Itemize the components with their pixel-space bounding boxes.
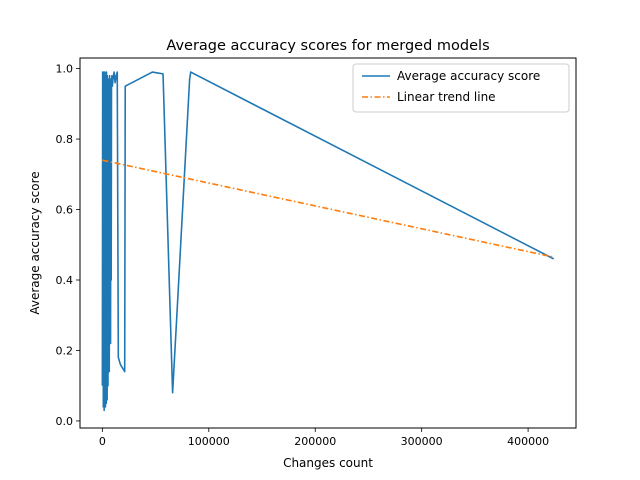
legend-box xyxy=(352,63,570,113)
series-line-1 xyxy=(102,159,554,258)
axis-ticks: 0 100000 200000 300000 400000 0.0 0.2 0.4 0.6 0.8… xyxy=(56,63,550,448)
x-tick-label: 100000 xyxy=(188,435,230,448)
legend-label-linear-trend: Linear trend line xyxy=(397,90,496,104)
y-tick-label: 1.0 xyxy=(56,63,74,76)
x-tick-label: 200000 xyxy=(294,435,336,448)
series-line-0 xyxy=(101,71,555,412)
y-tick-label: 0.8 xyxy=(56,133,74,146)
y-tick-label: 0.4 xyxy=(56,274,74,287)
y-axis-label: Average accuracy score xyxy=(28,171,42,314)
legend: Average accuracy score Linear trend line xyxy=(352,63,570,113)
legend-label-average-accuracy: Average accuracy score xyxy=(397,69,540,83)
y-tick-label: 0.6 xyxy=(56,204,74,217)
y-tick-label: 0.0 xyxy=(56,415,74,428)
x-axis-label: Changes count xyxy=(283,456,373,470)
y-tick-label: 0.2 xyxy=(56,344,74,357)
x-tick-label: 300000 xyxy=(401,435,443,448)
chart-title: Average accuracy scores for merged model… xyxy=(166,38,489,54)
axes-frame xyxy=(79,57,577,429)
x-tick-label: 400000 xyxy=(507,435,549,448)
x-tick-label: 0 xyxy=(99,435,106,448)
plot-area xyxy=(101,71,555,412)
